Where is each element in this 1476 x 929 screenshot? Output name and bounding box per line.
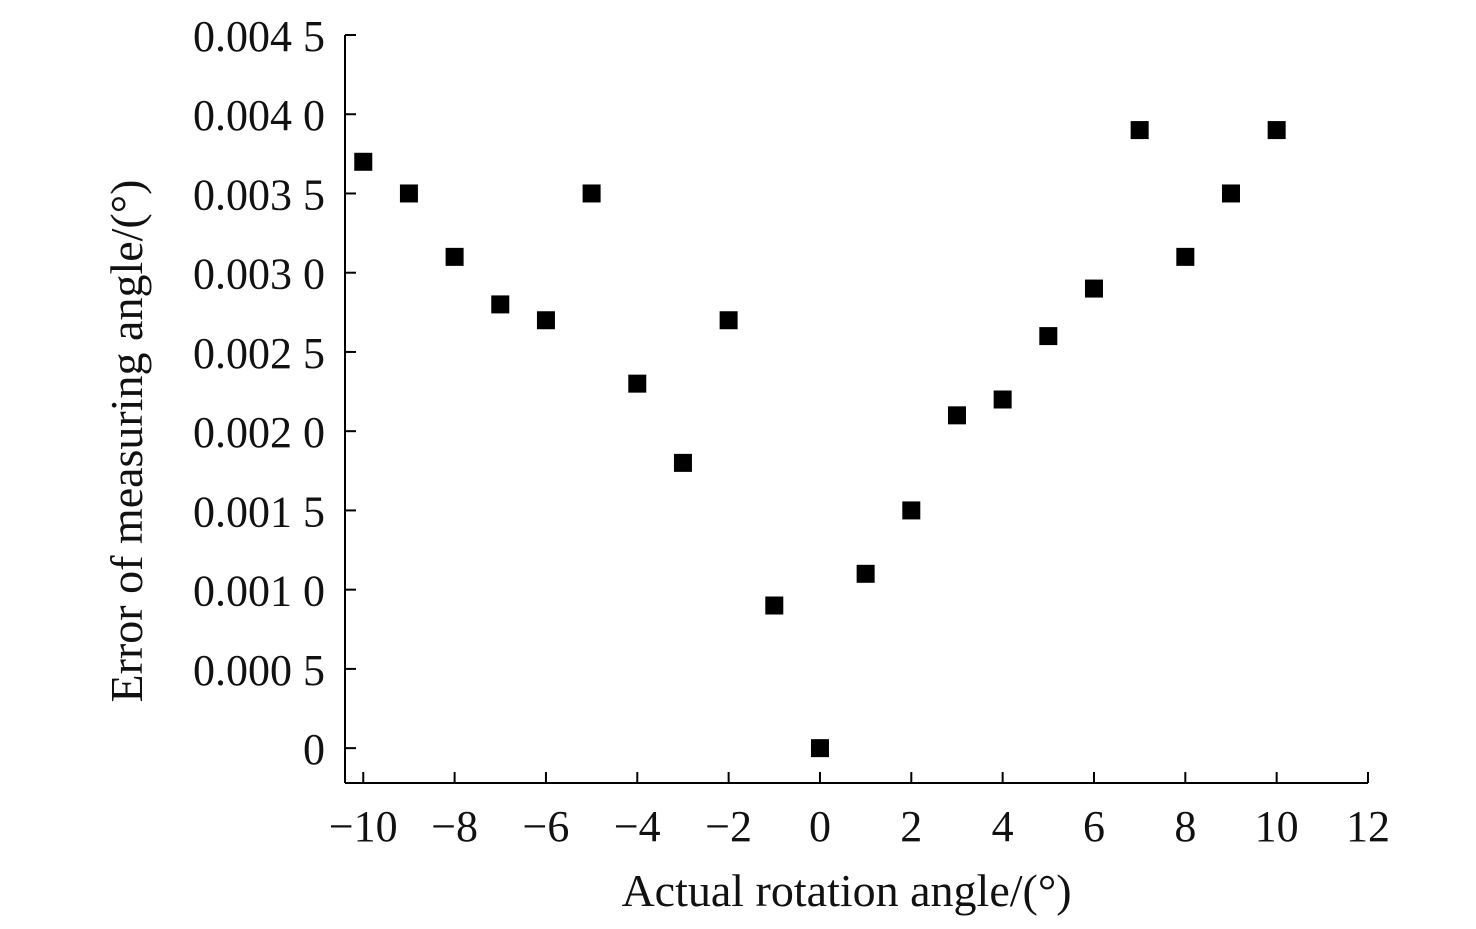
data-point — [719, 311, 738, 330]
x-tick-label: −6 — [523, 802, 570, 851]
y-tick-label: 0.002 0 — [193, 408, 325, 457]
data-point — [1176, 247, 1195, 266]
y-axis-title: Error of measuring angle/(°) — [101, 180, 152, 703]
data-point — [1039, 327, 1058, 346]
y-tick-label: 0.001 0 — [193, 567, 325, 616]
x-tick-label: −2 — [705, 802, 752, 851]
data-points — [354, 121, 1286, 758]
data-point — [673, 453, 692, 472]
data-point — [902, 501, 921, 520]
data-point — [491, 295, 510, 314]
data-point — [1130, 121, 1149, 140]
x-tick-label: 12 — [1346, 802, 1390, 851]
data-point — [1221, 184, 1240, 203]
y-tick-label: 0.002 5 — [193, 329, 325, 378]
y-tick-label: 0.004 0 — [193, 91, 325, 140]
y-tick-label: 0.004 5 — [193, 12, 325, 61]
data-point — [947, 406, 966, 425]
y-tick-label: 0 — [303, 725, 325, 774]
x-tick-label: 6 — [1083, 802, 1105, 851]
y-axis-ticks: 0 0.000 5 0.001 0 0.001 5 0.002 0 0.002 5 0.00… — [193, 12, 356, 774]
x-axis-ticks: −10 −8 −6 −4 −2 0 2 4 6 8 10 12 — [329, 772, 1390, 851]
data-point — [810, 739, 829, 758]
y-tick-label: 0.001 5 — [193, 487, 325, 536]
data-point — [628, 374, 647, 393]
x-tick-label: −10 — [329, 802, 398, 851]
x-tick-label: 4 — [992, 802, 1014, 851]
data-point — [399, 184, 418, 203]
x-tick-label: −4 — [614, 802, 661, 851]
data-point — [765, 596, 784, 615]
data-point — [1084, 279, 1103, 298]
data-point — [536, 311, 555, 330]
y-tick-label: 0.003 0 — [193, 250, 325, 299]
data-point — [1267, 121, 1286, 140]
y-tick-label: 0.000 5 — [193, 646, 325, 695]
data-point — [856, 564, 875, 583]
data-point — [445, 247, 464, 266]
x-tick-label: −8 — [431, 802, 478, 851]
axes — [344, 35, 1368, 784]
x-axis-title: Actual rotation angle/(°) — [621, 865, 1071, 916]
x-tick-label: 0 — [809, 802, 831, 851]
x-tick-label: 2 — [900, 802, 922, 851]
data-point — [354, 152, 373, 171]
data-point — [582, 184, 601, 203]
data-point — [993, 390, 1012, 409]
x-tick-label: 10 — [1255, 802, 1299, 851]
x-tick-label: 8 — [1174, 802, 1196, 851]
y-tick-label: 0.003 5 — [193, 170, 325, 219]
